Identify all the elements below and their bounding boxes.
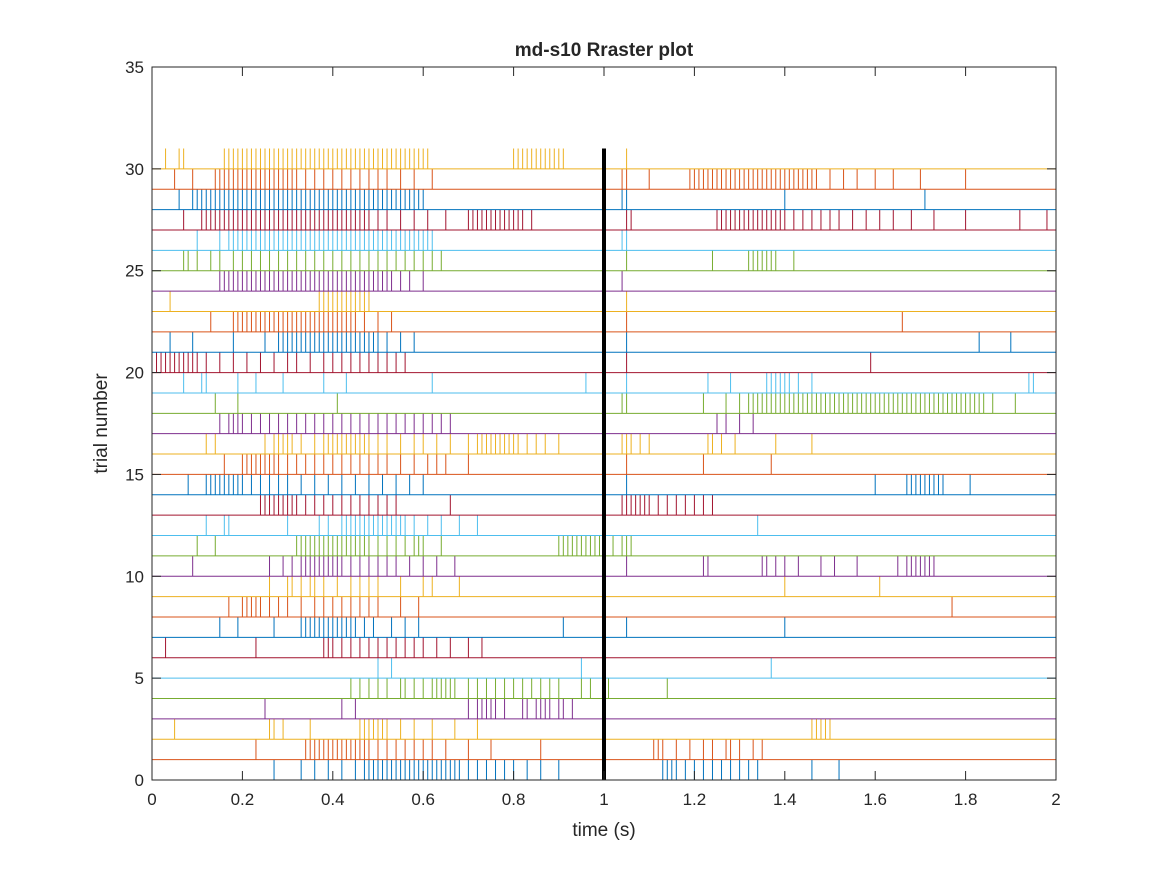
y-tick-label: 15 [125,465,144,484]
x-axis-ticks: 0 0.2 0.4 0.6 0.8 1 1.2 1.4 1.6 1.8 2 [147,67,1061,809]
y-axis-label: trial number [91,373,112,474]
x-tick-label: 1 [599,790,608,809]
x-tick-label: 0 [147,790,156,809]
x-tick-label: 0.4 [321,790,345,809]
y-axis-ticks: 0 5 10 15 20 25 30 35 [125,58,1056,790]
y-tick-label: 10 [125,567,144,586]
chart-title: md-s10 Rraster plot [515,40,694,61]
x-tick-label: 1.6 [863,790,887,809]
y-tick-label: 25 [125,262,144,281]
y-tick-label: 0 [135,771,144,790]
x-tick-label: 1.4 [773,790,797,809]
x-tick-label: 1.2 [683,790,707,809]
y-tick-label: 20 [125,364,144,383]
y-tick-label: 35 [125,58,144,77]
x-tick-label: 0.2 [231,790,255,809]
x-axis-label: time (s) [572,820,635,841]
y-tick-label: 5 [135,669,144,688]
x-tick-label: 1.8 [954,790,978,809]
x-tick-label: 0.8 [502,790,526,809]
x-tick-label: 2 [1051,790,1060,809]
spike-layer [151,148,1048,780]
y-tick-label: 30 [125,160,144,179]
x-tick-label: 0.6 [411,790,435,809]
